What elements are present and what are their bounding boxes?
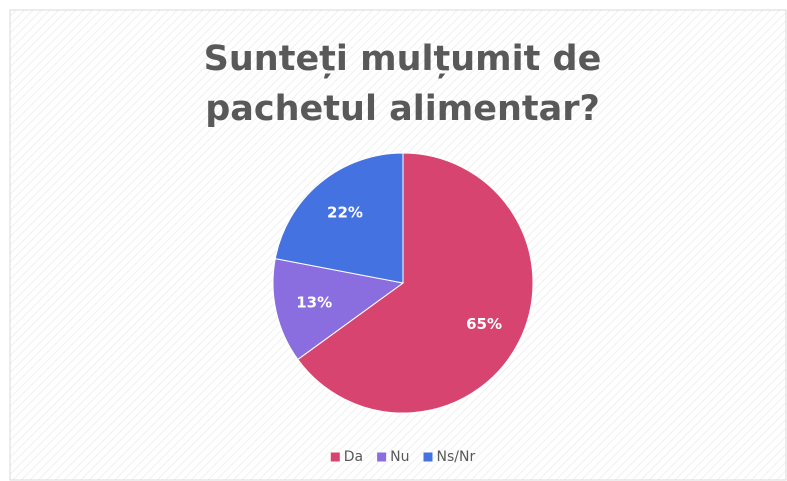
legend-label: Nu: [390, 449, 409, 465]
legend-label: Ns/Nr: [437, 449, 476, 465]
data-label: 65%: [466, 315, 502, 333]
data-label: 13%: [296, 293, 332, 311]
data-label: 22%: [327, 203, 363, 221]
legend-swatch: [423, 452, 433, 462]
pie-slice: [274, 152, 404, 284]
pie-slice: [272, 258, 405, 361]
legend-swatch: [330, 452, 340, 462]
chart-title: Sunteți mulțumit de pachetul alimentar?: [203, 39, 602, 129]
legend-label: Da: [344, 449, 363, 465]
pie-slice: [297, 152, 534, 414]
legend-swatch: [377, 452, 387, 462]
